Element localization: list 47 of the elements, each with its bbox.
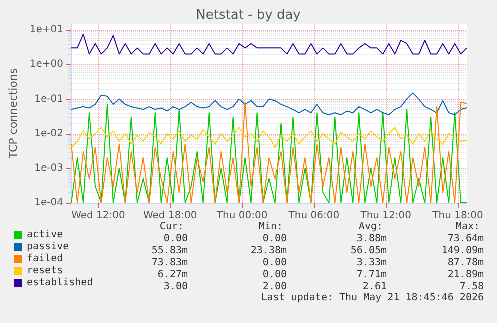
text: 149.09m xyxy=(442,246,484,256)
text: Cur: xyxy=(160,222,184,232)
text: 3.00 xyxy=(164,282,188,292)
x-tick-label: Thu 00:00 xyxy=(216,210,268,222)
text: 23.38m xyxy=(250,246,287,256)
y-tick-label: 1e-01 xyxy=(34,94,64,105)
x-tick-label: Thu 18:00 xyxy=(432,210,484,222)
legend-label: active xyxy=(27,230,64,240)
text: Min: xyxy=(258,222,284,232)
x-tick-label: Wed 12:00 xyxy=(72,210,126,222)
text: 0.00 xyxy=(164,234,188,244)
text: Avg: xyxy=(358,222,384,232)
legend-label: established xyxy=(27,278,94,288)
line-series xyxy=(71,92,468,116)
y-tick-label: 1e+00 xyxy=(30,59,64,70)
text: 7.71m xyxy=(356,270,388,280)
legend-label: failed xyxy=(27,254,64,264)
text: 73.64m xyxy=(448,234,484,244)
y-tick-label: 1e-02 xyxy=(34,128,64,140)
text: 0.00 xyxy=(262,234,288,244)
line-series xyxy=(71,34,468,55)
y-axis-title: TCP connections xyxy=(7,68,20,160)
text: 21.89m xyxy=(448,270,484,280)
y-tick-label: 1e-03 xyxy=(34,162,64,174)
text: 55.83m xyxy=(152,246,188,256)
text: 2.00 xyxy=(262,282,288,292)
text: 87.78m xyxy=(448,258,484,268)
x-tick-label: Thu 06:00 xyxy=(288,210,340,222)
text: 3.88m xyxy=(356,234,388,244)
text: Last update: Thu May 21 18:45:46 2026 xyxy=(261,292,484,304)
text: 0.00 xyxy=(262,270,288,280)
y-tick-label: 1e+01 xyxy=(30,24,64,36)
chart-title: Netstat - by day xyxy=(196,8,302,23)
text: 73.83m xyxy=(152,258,188,268)
text: 3.33m xyxy=(356,258,388,268)
text: 6.27m xyxy=(158,270,188,280)
text: 56.05m xyxy=(350,246,387,256)
text: Max: xyxy=(456,222,480,232)
text: 0.00 xyxy=(262,258,288,268)
line-series xyxy=(71,127,468,148)
y-tick-label: 1e-04 xyxy=(34,198,64,208)
x-tick-label: Wed 18:00 xyxy=(143,210,198,222)
legend-label: passive xyxy=(27,242,70,252)
x-tick-label: Thu 12:00 xyxy=(360,210,412,222)
legend-label: resets xyxy=(27,266,64,276)
text: 2.61 xyxy=(362,282,388,292)
text: 7.58 xyxy=(460,282,484,292)
